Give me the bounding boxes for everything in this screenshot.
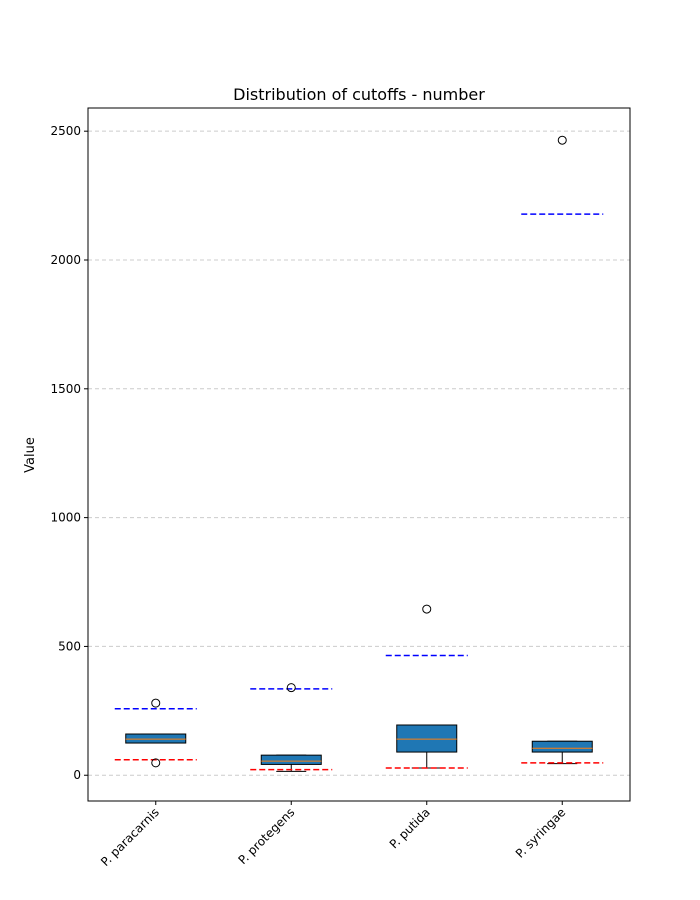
box-body	[396, 724, 458, 753]
grid-lines	[88, 130, 630, 776]
box-group	[250, 683, 333, 772]
box-group	[114, 698, 197, 768]
outlier-point	[286, 683, 296, 693]
chart-title: Distribution of cutoffs - number	[233, 85, 485, 104]
y-tick-label: 1000	[50, 511, 81, 525]
y-tick-label: 2000	[50, 253, 81, 267]
outlier-point	[557, 135, 567, 145]
outlier-point	[151, 758, 161, 768]
outlier-point	[422, 604, 432, 614]
box-group	[385, 604, 468, 769]
box-group	[521, 135, 604, 765]
box-body	[531, 740, 593, 753]
y-tick-label: 2500	[50, 124, 81, 138]
plot-area	[114, 135, 604, 772]
box-body	[260, 754, 322, 765]
y-tick-label: 0	[73, 768, 81, 782]
plot-frame	[87, 107, 631, 802]
y-axis-label: Value	[23, 437, 38, 473]
y-tick-label: 500	[58, 639, 81, 653]
outlier-point	[151, 698, 161, 708]
y-tick-label: 1500	[50, 382, 81, 396]
box-body	[125, 733, 187, 744]
